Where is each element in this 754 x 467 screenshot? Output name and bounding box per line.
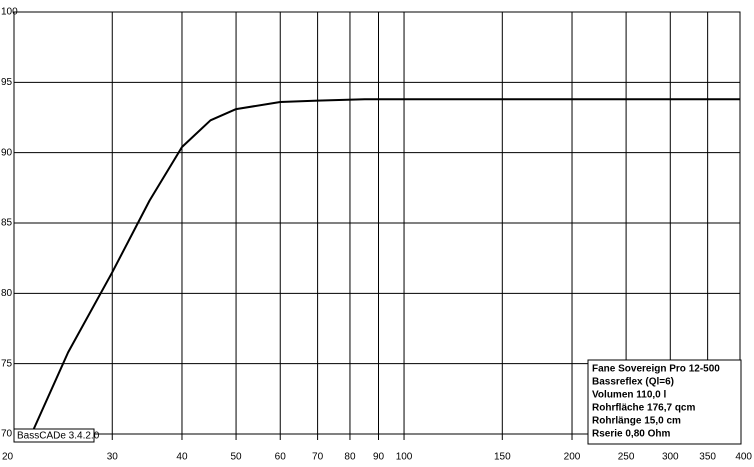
- x-tick-label: 250: [618, 452, 635, 463]
- y-tick-label: 100: [1, 7, 18, 18]
- x-tick-label: 100: [396, 452, 413, 463]
- x-tick-label: 90: [373, 452, 385, 463]
- y-tick-label: 75: [1, 358, 13, 369]
- info-box: [587, 359, 742, 445]
- x-tick-label: 20: [2, 452, 14, 463]
- y-tick-label: 70: [1, 429, 13, 440]
- annotation-box: [13, 428, 95, 443]
- x-tick-label: 70: [312, 452, 324, 463]
- x-tick-label: 30: [107, 452, 119, 463]
- y-tick-label: 90: [1, 147, 13, 158]
- annotation: BassCADe 3.4.2.0: [17, 431, 100, 442]
- info-line: Volumen 110,0 l: [592, 390, 667, 401]
- info-line: Bassreflex (Ql=6): [592, 377, 674, 388]
- x-tick-label: 200: [564, 452, 581, 463]
- x-tick-label: 40: [176, 452, 188, 463]
- line: [30, 98, 740, 435]
- x-tick-label: 50: [230, 452, 242, 463]
- x-tick-label: 350: [699, 452, 716, 463]
- x-tick-label: 60: [275, 452, 287, 463]
- info-line: Rserie 0,80 Ohm: [592, 429, 670, 440]
- y-tick-label: 85: [1, 218, 13, 229]
- x-tick-label: 300: [662, 452, 679, 463]
- info-line: Fane Sovereign Pro 12-500: [592, 364, 720, 375]
- y-tick-label: 95: [1, 77, 13, 88]
- x-tick-label: 80: [344, 452, 356, 463]
- x-tick-label: 400: [735, 452, 752, 463]
- info-line: Rohrlänge 15,0 cm: [592, 416, 681, 427]
- x-tick-label: 150: [494, 452, 511, 463]
- info-line: Rohrfläche 176,7 qcm: [592, 403, 695, 414]
- y-tick-label: 80: [1, 288, 13, 299]
